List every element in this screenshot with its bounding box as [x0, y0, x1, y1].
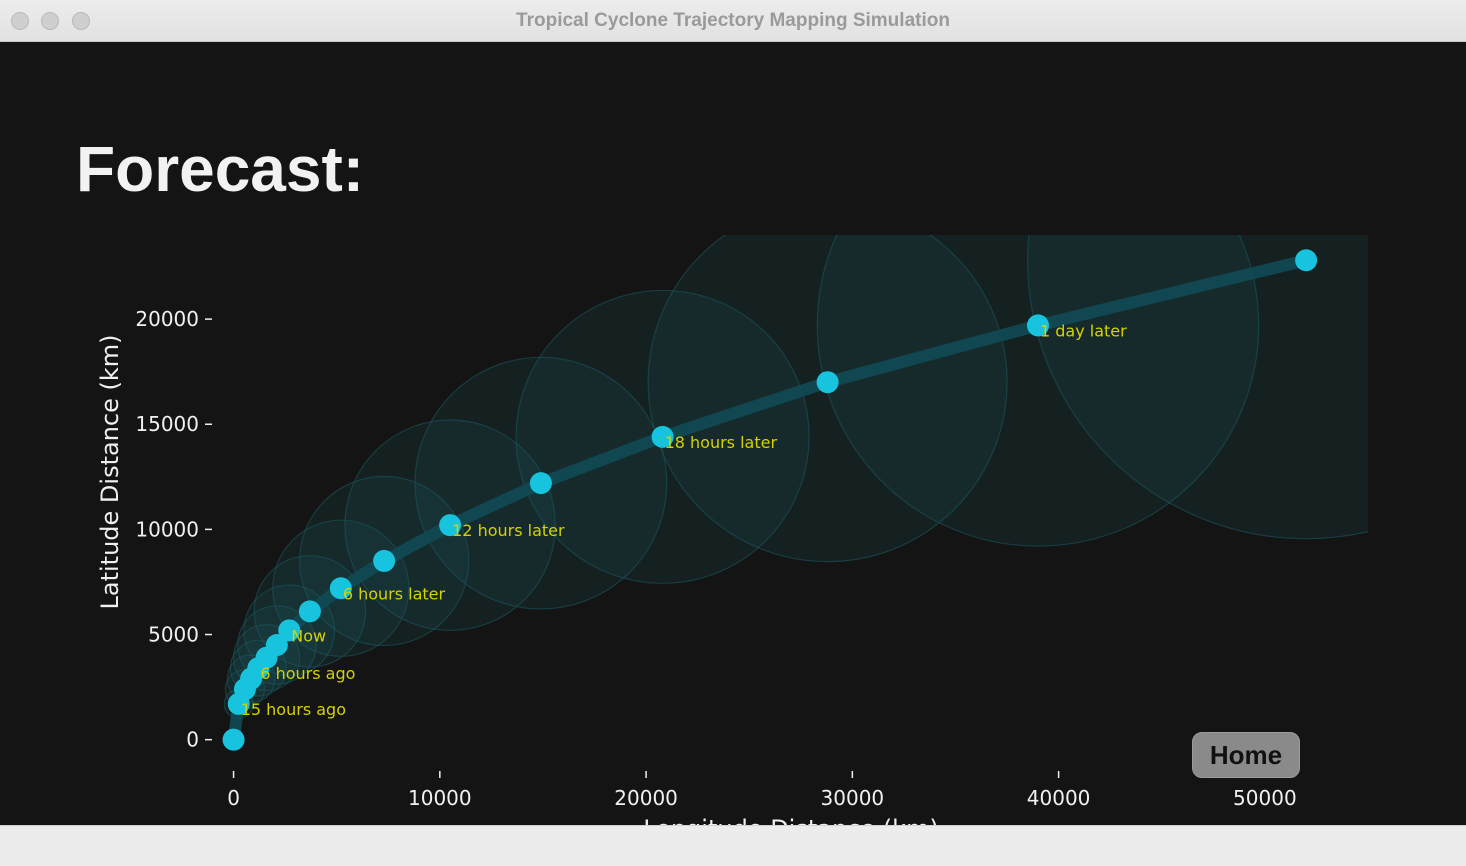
page-title: Forecast: — [76, 133, 365, 205]
y-tick-label: 20000 — [135, 307, 199, 331]
window-titlebar: Tropical Cyclone Trajectory Mapping Simu… — [0, 0, 1466, 42]
y-tick-label: 5000 — [148, 623, 199, 647]
track-point — [329, 577, 352, 600]
point-labels: 15 hours ago 6 hours ago Now 6 hours later 1… — [241, 321, 1127, 718]
point-label: 6 hours later — [343, 584, 446, 603]
y-tick-label: 15000 — [135, 412, 199, 436]
track-points — [222, 249, 1318, 751]
track-point — [278, 619, 301, 642]
x-tick-label: 10000 — [408, 786, 472, 810]
x-tick-label: 0 — [227, 786, 240, 810]
y-axis-label: Latitude Distance (km) — [96, 335, 124, 610]
trajectory-chart: 15 hours ago 6 hours ago Now 6 hours later 1… — [96, 235, 1368, 825]
track-point — [816, 371, 839, 394]
x-tick-label: 20000 — [614, 786, 678, 810]
zoom-window-button[interactable] — [72, 12, 90, 30]
close-window-button[interactable] — [11, 12, 29, 30]
point-label: 12 hours later — [452, 521, 565, 540]
chart-axes: 0 10000 20000 30000 40000 50000 0 5000 10000 1500… — [96, 307, 1297, 825]
x-tick-label: 40000 — [1027, 786, 1091, 810]
track-point — [1295, 249, 1318, 272]
window-bottom-bar — [0, 825, 1466, 866]
y-tick-label: 10000 — [135, 517, 199, 541]
minimize-window-button[interactable] — [41, 12, 59, 30]
track-point — [298, 600, 321, 623]
home-button[interactable]: Home — [1192, 732, 1300, 778]
y-tick-label: 0 — [186, 728, 199, 752]
uncertainty-cones — [223, 235, 1368, 749]
track-point — [265, 634, 288, 657]
track-point — [373, 549, 396, 572]
point-label: 6 hours ago — [260, 664, 355, 683]
point-label: 15 hours ago — [241, 700, 346, 719]
track-point — [439, 514, 462, 537]
x-axis-label: Longitude Distance (km) — [643, 815, 939, 825]
track-point — [529, 472, 552, 495]
point-label: 18 hours later — [665, 433, 778, 452]
uncertainty-circle — [647, 235, 1008, 563]
track-point — [1026, 314, 1049, 337]
x-tick-label: 50000 — [1233, 786, 1297, 810]
window-title: Tropical Cyclone Trajectory Mapping Simu… — [516, 10, 950, 31]
point-label: Now — [291, 626, 326, 645]
x-tick-label: 30000 — [821, 786, 885, 810]
point-label: 1 day later — [1040, 321, 1127, 340]
forecast-view: Forecast: 15 hours ago 6 hours ago Now 6 ho… — [0, 42, 1466, 825]
track-point — [222, 728, 245, 751]
uncertainty-circle — [816, 235, 1260, 547]
track-point — [651, 425, 674, 448]
